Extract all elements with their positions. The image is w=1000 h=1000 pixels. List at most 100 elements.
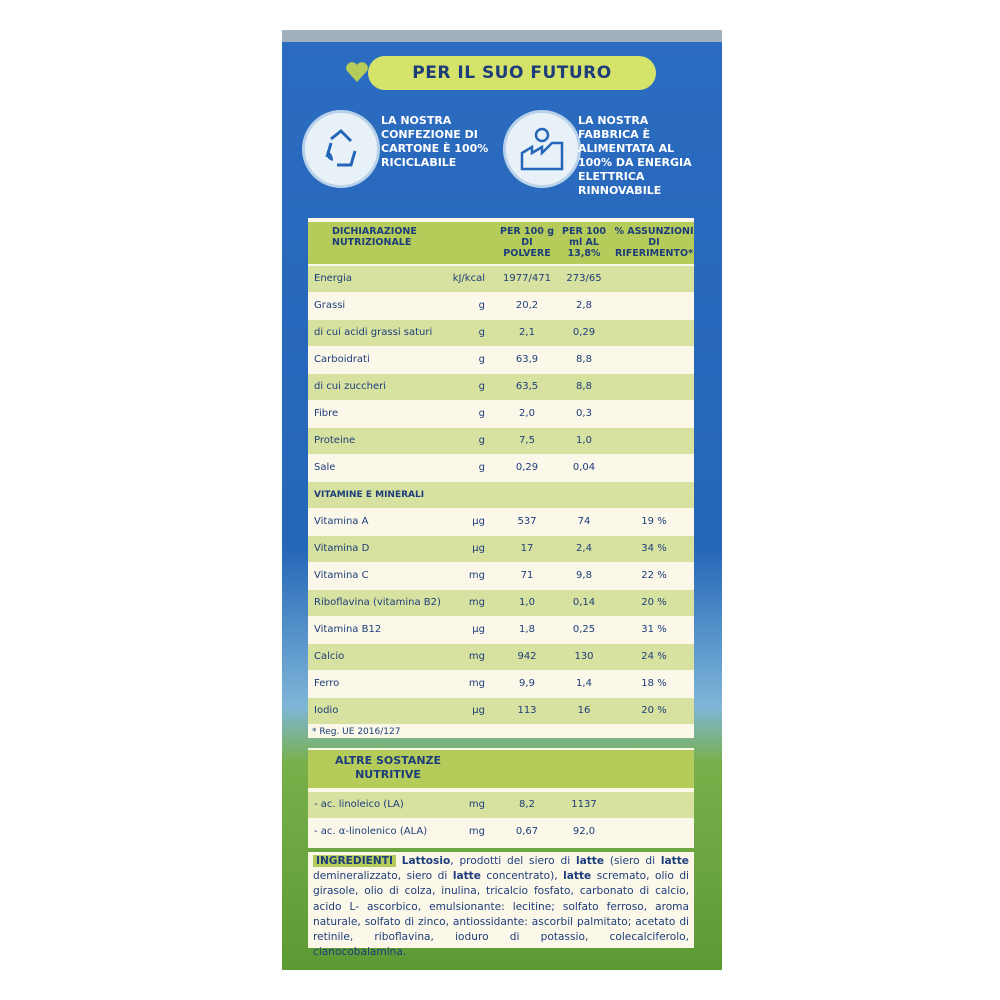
cell: 8,8 bbox=[576, 354, 592, 365]
cell: 8,8 bbox=[576, 381, 592, 392]
recycle-icon bbox=[302, 110, 380, 188]
cell: kJ/kcal bbox=[452, 273, 485, 284]
ingredients-label: INGREDIENTI bbox=[313, 855, 396, 867]
table-row: Grassi g 20,2 2,8 bbox=[308, 293, 694, 319]
table-row: - ac. α-linolenico (ALA) mg 0,67 92,0 bbox=[308, 819, 694, 845]
cell: Fibre bbox=[314, 408, 339, 419]
cell: 20,2 bbox=[515, 300, 539, 311]
cell: 22 % bbox=[641, 570, 667, 581]
cell: 1,8 bbox=[519, 624, 535, 635]
cell: 18 % bbox=[641, 678, 667, 689]
cell: g bbox=[478, 327, 485, 338]
cell: mg bbox=[468, 799, 485, 810]
cell: 0,04 bbox=[572, 462, 596, 473]
cell: µg bbox=[472, 543, 485, 554]
cell: 1,4 bbox=[576, 678, 592, 689]
cell: 942 bbox=[517, 651, 537, 662]
table-row: VITAMINE E MINERALI bbox=[308, 482, 694, 508]
cell: 0,14 bbox=[572, 597, 596, 608]
other-header: ALTRE SOSTANZE NUTRITIVE bbox=[308, 750, 694, 788]
cell: 0,29 bbox=[572, 327, 596, 338]
cell: 17 bbox=[520, 543, 534, 554]
cell: 24 % bbox=[641, 651, 667, 662]
header-col: PER 100 g DI POLVERE bbox=[499, 226, 554, 259]
cell: Riboflavina (vitamina B2) bbox=[314, 597, 441, 608]
factory-icon bbox=[503, 110, 581, 188]
cell: 74 bbox=[577, 516, 591, 527]
cell: 20 % bbox=[641, 705, 667, 716]
cell: 31 % bbox=[641, 624, 667, 635]
cell: mg bbox=[468, 651, 485, 662]
table-row: - ac. linoleico (LA) mg 8,2 1137 bbox=[308, 792, 694, 818]
cell: 2,1 bbox=[519, 327, 535, 338]
cell: 2,8 bbox=[576, 300, 592, 311]
cell: µg bbox=[472, 516, 485, 527]
cell: 537 bbox=[517, 516, 537, 527]
cell: Carboidrati bbox=[314, 354, 370, 365]
table-row: di cui zuccheri g 63,5 8,8 bbox=[308, 374, 694, 400]
cell: Iodio bbox=[314, 705, 339, 716]
banner: PER IL SUO FUTURO bbox=[368, 56, 656, 90]
cell: g bbox=[478, 462, 485, 473]
cell: 2,0 bbox=[519, 408, 535, 419]
footnote: * Reg. UE 2016/127 bbox=[312, 727, 401, 737]
cell: 92,0 bbox=[572, 826, 596, 837]
header-col: % ASSUNZIONI DI RIFERIMENTO* bbox=[614, 226, 694, 259]
table-row: di cui acidi grassi saturi g 2,1 0,29 bbox=[308, 320, 694, 346]
recycle-symbol bbox=[325, 128, 357, 167]
ingredient-text: latte bbox=[563, 870, 592, 883]
cell: 9,9 bbox=[519, 678, 535, 689]
table-row: Calcio mg 942 130 24 % bbox=[308, 644, 694, 670]
ingredient-text: latte bbox=[575, 855, 605, 867]
package-edge bbox=[282, 30, 722, 42]
cell: 8,2 bbox=[519, 799, 535, 810]
table-row: Vitamina C mg 71 9,8 22 % bbox=[308, 563, 694, 589]
cell: 1137 bbox=[571, 799, 597, 810]
ingredient-text: demineralizzato, siero di bbox=[313, 870, 453, 883]
recycle-claim: LA NOSTRA CONFEZIONE DI CARTONE È 100% R… bbox=[381, 114, 489, 169]
cell: - ac. linoleico (LA) bbox=[314, 799, 404, 810]
cell: 20 % bbox=[641, 597, 667, 608]
cell: Vitamina B12 bbox=[314, 624, 382, 635]
cell: 0,67 bbox=[515, 826, 539, 837]
other-title: ALTRE SOSTANZE NUTRITIVE bbox=[334, 754, 442, 781]
table-row: Sale g 0,29 0,04 bbox=[308, 455, 694, 481]
cell: 273/65 bbox=[566, 273, 602, 284]
table-row: Vitamina B12 µg 1,8 0,25 31 % bbox=[308, 617, 694, 643]
table-row: Ferro mg 9,9 1,4 18 % bbox=[308, 671, 694, 697]
cell: g bbox=[478, 408, 485, 419]
table-row: Riboflavina (vitamina B2) mg 1,0 0,14 20 % bbox=[308, 590, 694, 616]
heart-icon bbox=[346, 62, 368, 82]
cell: mg bbox=[468, 678, 485, 689]
cell: mg bbox=[468, 826, 485, 837]
ingredient-text: latte bbox=[660, 855, 689, 867]
cell: Proteine bbox=[314, 435, 356, 446]
section-title: VITAMINE E MINERALI bbox=[314, 490, 425, 500]
cell: g bbox=[478, 354, 485, 365]
cell: g bbox=[478, 300, 485, 311]
cell: g bbox=[478, 381, 485, 392]
cell: Vitamina A bbox=[314, 516, 369, 527]
header-col: PER 100 ml AL 13,8% bbox=[562, 226, 606, 259]
cell: Vitamina C bbox=[314, 570, 369, 581]
ingredient-text: scremato, olio di girasole, olio di colz… bbox=[313, 870, 689, 959]
cell: di cui acidi grassi saturi bbox=[314, 327, 433, 338]
cell: mg bbox=[468, 570, 485, 581]
cell: 34 % bbox=[641, 543, 667, 554]
header-title: DICHIARAZIONE NUTRIZIONALE bbox=[332, 226, 417, 248]
ingredient-text: concentrato), bbox=[480, 870, 564, 883]
cell: 63,5 bbox=[515, 381, 539, 392]
ingredient-text: Lattosio bbox=[401, 855, 451, 867]
ingredient-text: , prodotti del siero di bbox=[450, 855, 576, 867]
cell: 113 bbox=[517, 705, 537, 716]
cell: di cui zuccheri bbox=[314, 381, 387, 392]
ingredient-text: (siero di bbox=[604, 855, 661, 867]
factory-symbol bbox=[520, 127, 564, 171]
cell: Grassi bbox=[314, 300, 346, 311]
table-row: Proteine g 7,5 1,0 bbox=[308, 428, 694, 454]
cell: 0,25 bbox=[572, 624, 596, 635]
cell: 9,8 bbox=[576, 570, 592, 581]
cell: 7,5 bbox=[519, 435, 535, 446]
cell: 130 bbox=[574, 651, 594, 662]
